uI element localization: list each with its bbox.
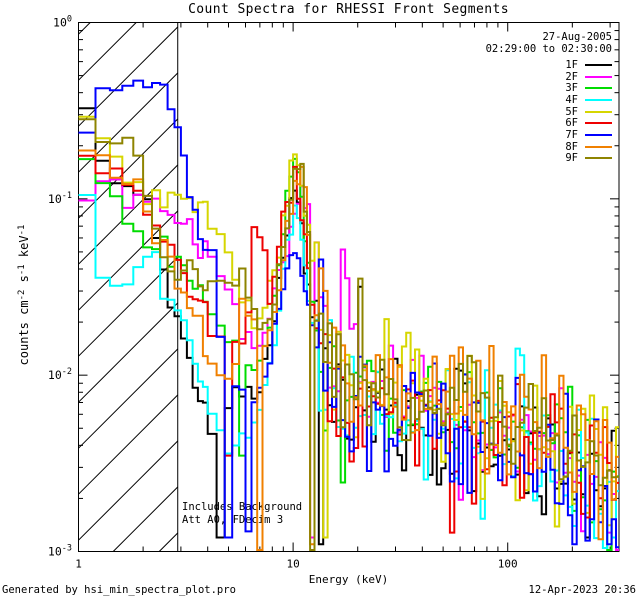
- x-axis-label: Energy (keV): [308, 573, 389, 586]
- legend-entry-label: 6F: [565, 117, 578, 130]
- legend-entry-label: 8F: [565, 140, 578, 153]
- legend-entry-color-line: [585, 157, 612, 160]
- plot-title: Count Spectra for RHESSI Front Segments: [188, 2, 509, 17]
- legend-entry-2F: 2F: [486, 71, 612, 83]
- legend-entry-8F: 8F: [486, 141, 612, 153]
- legend-entry-color-line: [585, 63, 612, 66]
- legend-entry-color-line: [585, 122, 612, 125]
- legend-entry-color-line: [585, 145, 612, 148]
- x-tick-label: 10: [286, 558, 299, 571]
- legend-time-range: 02:29:00 to 02:30:00: [485, 42, 612, 55]
- plot-border: [78, 22, 620, 552]
- y-tick-label: 10-2: [48, 367, 72, 382]
- x-axis-tick-labels: 1 10 100: [75, 558, 517, 571]
- y-axis-label: counts cm-2 s-1 keV-1: [17, 225, 31, 366]
- legend-entry-label: 9F: [565, 152, 578, 165]
- y-tick-label: 100: [53, 15, 72, 30]
- legend-entry-4F: 4F: [486, 94, 612, 106]
- legend-entry-label: 3F: [565, 82, 578, 95]
- y-axis-tick-labels: 100 10-1 10-2 10-3: [48, 15, 72, 559]
- x-tick-label: 1: [75, 558, 82, 571]
- legend-entry-9F: 9F: [486, 152, 612, 165]
- footer-timestamp: 12-Apr-2023 20:36: [528, 584, 636, 596]
- legend-entry-color-line: [585, 75, 612, 78]
- x-tick-label: 100: [498, 558, 518, 571]
- y-tick-label: 10-1: [48, 191, 72, 206]
- footer-program-name: Generated by hsi_min_spectra_plot.pro: [2, 584, 236, 596]
- legend-entry-label: 4F: [565, 93, 578, 106]
- legend-date: 27-Aug-2005: [542, 31, 612, 43]
- annotation-line-1: Includes Background: [182, 501, 303, 513]
- legend-entry-label: 1F: [565, 58, 578, 71]
- series-group: [78, 79, 619, 551]
- legend-entry-color-line: [585, 133, 612, 136]
- legend-entry-label: 5F: [565, 105, 578, 118]
- legend-entry-label: 2F: [565, 70, 578, 83]
- legend-entry-7F: 7F: [486, 129, 612, 141]
- legend-entry-color-line: [585, 110, 612, 113]
- y-tick-label: 10-3: [48, 544, 72, 559]
- legend-entries: 1F 2F 3F 4F 5F 6F 7F 8F 9F: [486, 59, 612, 164]
- legend-entry-color-line: [585, 87, 612, 90]
- series-9F: [78, 118, 619, 551]
- series-8F: [78, 149, 619, 551]
- legend-entry-3F: 3F: [486, 82, 612, 94]
- legend-entry-color-line: [585, 98, 612, 101]
- legend-entry-5F: 5F: [486, 106, 612, 118]
- x-axis: [78, 22, 611, 552]
- legend-entry-6F: 6F: [486, 117, 612, 129]
- hatch-region: [78, 22, 179, 552]
- legend-entry-label: 7F: [565, 128, 578, 141]
- legend-entry-1F: 1F: [486, 59, 612, 71]
- legend: 27-Aug-2005 02:29:00 to 02:30:00 1F 2F 3F 4…: [485, 31, 612, 164]
